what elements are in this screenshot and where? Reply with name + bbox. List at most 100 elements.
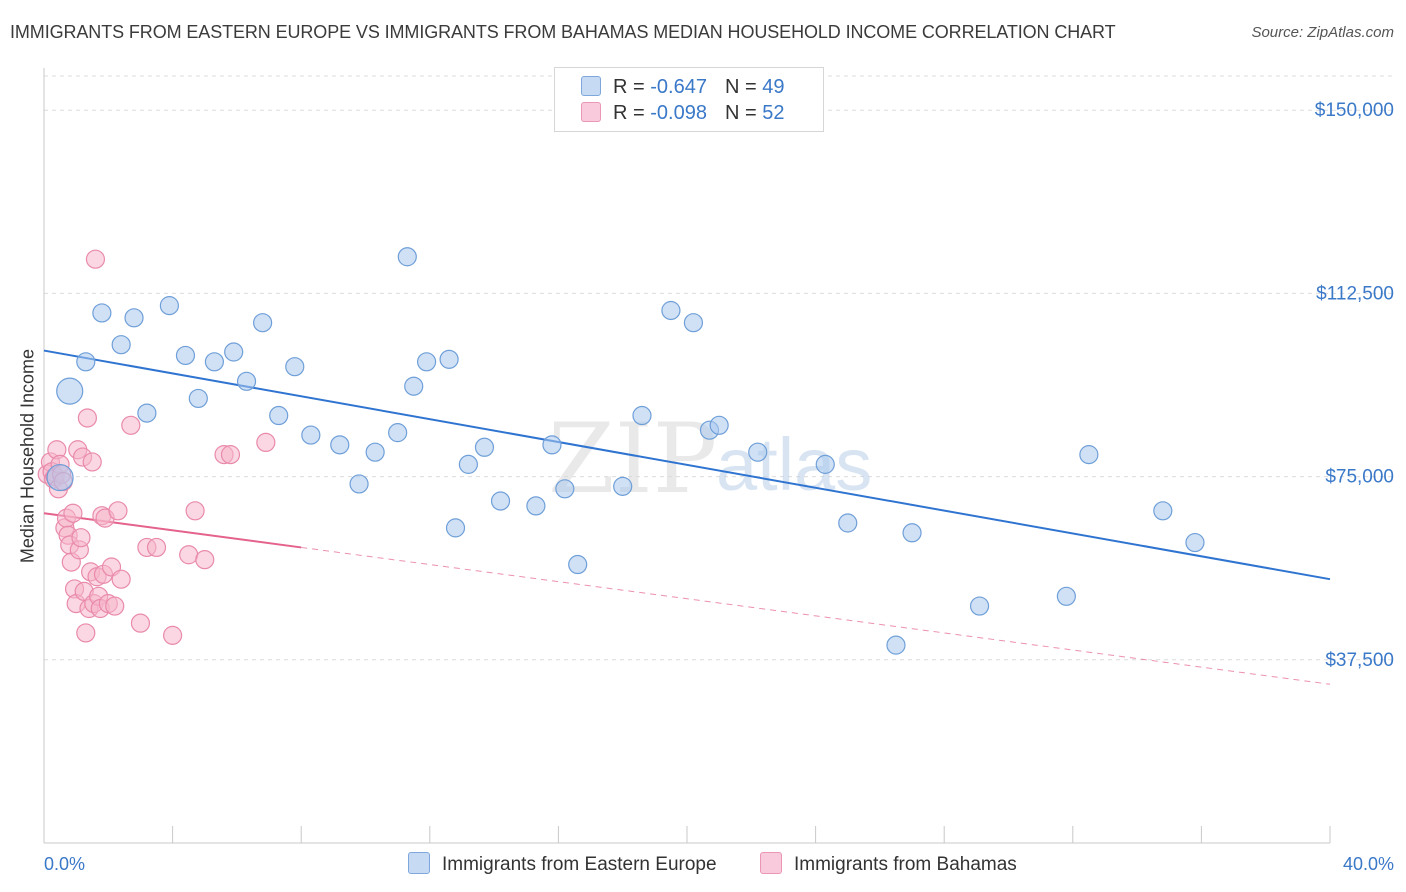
- legend-n-label: N =: [724, 102, 763, 124]
- point-eastern-europe: [330, 435, 350, 455]
- legend-n-label: N =: [724, 76, 763, 98]
- point-eastern-europe: [1185, 532, 1205, 553]
- point-eastern-europe: [838, 513, 858, 533]
- point-eastern-europe: [902, 523, 922, 543]
- series-name-eastern-europe: Immigrants from Eastern Europe: [442, 854, 717, 875]
- point-eastern-europe: [416, 352, 437, 372]
- point-eastern-europe: [1153, 501, 1173, 521]
- point-bahamas: [256, 432, 276, 453]
- point-bahamas: [111, 569, 131, 589]
- point-bahamas: [185, 501, 205, 521]
- legend-n-value: 49: [762, 76, 785, 98]
- trend-line-eastern-europe: [43, 349, 1331, 581]
- point-eastern-europe: [632, 405, 652, 426]
- point-eastern-europe: [269, 405, 289, 426]
- source-credit: Source: ZipAtlas.com: [1251, 24, 1394, 41]
- point-eastern-europe: [439, 349, 459, 369]
- point-eastern-europe: [661, 300, 681, 321]
- point-bahamas: [76, 623, 96, 643]
- point-bahamas: [82, 452, 102, 472]
- y-tick-label: $112,500: [1316, 283, 1394, 304]
- point-eastern-europe: [253, 313, 273, 333]
- watermark-atlas: atlas: [716, 423, 872, 506]
- point-eastern-europe: [365, 442, 385, 462]
- gridlines: [44, 75, 1394, 661]
- trend-line-bahamas-extension: [301, 546, 1331, 685]
- point-bahamas: [108, 501, 128, 521]
- point-eastern-europe: [815, 454, 835, 474]
- legend-row-bahamas: R = -0.098 N = 52: [581, 102, 784, 126]
- legend-swatch-blue: [581, 76, 601, 96]
- point-eastern-europe: [555, 479, 575, 499]
- data-points: [37, 247, 1205, 655]
- legend-row-eastern-europe: R = -0.647 N = 49: [581, 76, 784, 100]
- point-bahamas: [63, 503, 83, 523]
- point-eastern-europe: [748, 442, 768, 462]
- point-eastern-europe: [458, 454, 478, 474]
- y-tick-label: $150,000: [1315, 100, 1394, 121]
- trend-lines: [43, 349, 1331, 685]
- watermark: ZIP atlas: [548, 403, 872, 515]
- point-bahamas: [71, 528, 91, 548]
- y-tick-labels: $37,500 $75,000 $112,500 $150,000: [1315, 100, 1394, 671]
- legend-swatch-pink: [581, 102, 601, 122]
- legend-n-value: 52: [762, 102, 785, 124]
- series-swatch-blue: [408, 852, 430, 874]
- point-eastern-europe: [159, 296, 179, 316]
- point-eastern-europe: [526, 496, 546, 516]
- point-eastern-europe: [886, 635, 906, 655]
- point-eastern-europe: [301, 425, 321, 445]
- x-tick-max: 40.0%: [1343, 854, 1394, 874]
- point-eastern-europe: [188, 388, 208, 409]
- series-legend-eastern-europe: Immigrants from Eastern Europe: [408, 852, 717, 876]
- point-eastern-europe: [969, 596, 990, 616]
- point-eastern-europe: [204, 352, 224, 372]
- point-eastern-europe: [175, 345, 196, 366]
- point-eastern-europe: [56, 377, 84, 405]
- point-bahamas: [121, 415, 141, 435]
- point-bahamas: [77, 408, 98, 428]
- point-eastern-europe: [404, 376, 424, 396]
- x-tick-labels: 0.0% 40.0%: [44, 854, 1394, 874]
- point-eastern-europe: [236, 371, 257, 391]
- point-eastern-europe: [490, 491, 511, 511]
- series-legend: Immigrants from Eastern Europe Immigrant…: [0, 852, 1406, 878]
- point-eastern-europe: [349, 474, 369, 494]
- point-eastern-europe: [568, 554, 588, 575]
- chart-title: IMMIGRANTS FROM EASTERN EUROPE VS IMMIGR…: [10, 22, 1116, 42]
- point-eastern-europe: [46, 463, 74, 492]
- point-bahamas: [179, 545, 199, 565]
- point-eastern-europe: [124, 308, 144, 328]
- point-eastern-europe: [613, 476, 633, 496]
- point-eastern-europe: [388, 423, 408, 443]
- point-bahamas: [130, 613, 151, 633]
- series-legend-bahamas: Immigrants from Bahamas: [760, 852, 1017, 876]
- point-eastern-europe: [285, 357, 305, 377]
- point-eastern-europe: [474, 437, 495, 457]
- point-bahamas: [85, 249, 106, 269]
- correlation-legend: R = -0.647 N = 49 R = -0.098 N = 52: [554, 67, 824, 132]
- legend-r-value: -0.098: [650, 102, 707, 124]
- point-eastern-europe: [76, 352, 96, 372]
- point-eastern-europe: [111, 335, 131, 355]
- series-name-bahamas: Immigrants from Bahamas: [794, 854, 1017, 875]
- legend-r-label: R =: [613, 76, 651, 98]
- point-eastern-europe: [683, 313, 704, 333]
- point-eastern-europe: [542, 435, 562, 455]
- y-tick-label: $75,000: [1325, 467, 1394, 488]
- point-eastern-europe: [1079, 445, 1099, 465]
- point-bahamas: [163, 625, 183, 645]
- x-tick-min: 0.0%: [44, 854, 85, 874]
- point-eastern-europe: [397, 247, 417, 267]
- trend-line-bahamas: [43, 512, 302, 549]
- point-bahamas: [195, 550, 215, 570]
- point-eastern-europe: [709, 415, 729, 435]
- point-eastern-europe: [92, 303, 112, 323]
- point-eastern-europe: [1056, 586, 1076, 606]
- point-bahamas: [105, 596, 125, 616]
- y-tick-label: $37,500: [1325, 650, 1394, 671]
- point-eastern-europe: [445, 518, 466, 538]
- point-bahamas: [146, 537, 167, 558]
- watermark-zip: ZIP: [548, 403, 717, 515]
